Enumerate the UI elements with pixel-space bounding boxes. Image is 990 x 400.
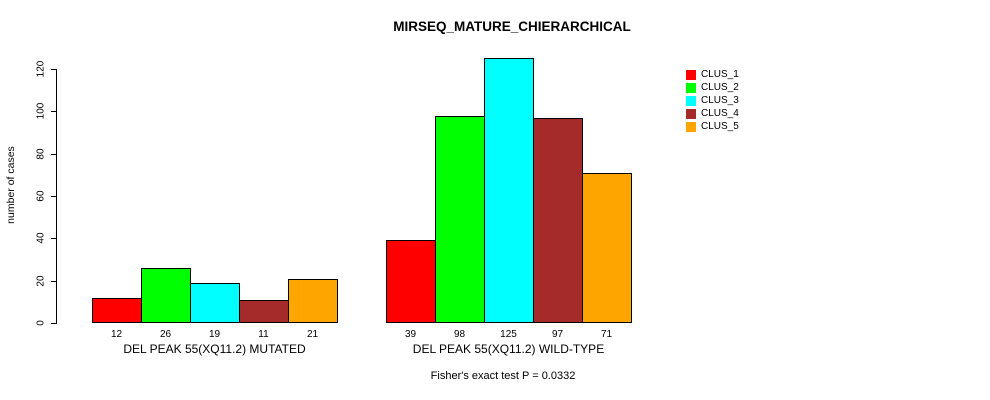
y-tick-label: 20 bbox=[35, 275, 47, 287]
legend-color-swatch bbox=[686, 82, 696, 93]
y-tick-label: 40 bbox=[35, 232, 47, 244]
bar-clus_3-group1 bbox=[190, 283, 240, 323]
bar-clus_1-group2 bbox=[386, 240, 436, 323]
bar-value-label: 11 bbox=[258, 329, 269, 340]
bar-clus_3-group2 bbox=[484, 58, 534, 323]
y-tick-mark bbox=[51, 238, 56, 240]
y-tick-label: 100 bbox=[35, 102, 47, 120]
legend-label: CLUS_1 bbox=[701, 69, 739, 80]
category-label-group2: DEL PEAK 55(XQ11.2) WILD-TYPE bbox=[412, 342, 605, 356]
y-tick-label: 80 bbox=[35, 148, 47, 160]
bar-value-label: 12 bbox=[110, 329, 123, 340]
bar-clus_2-group2 bbox=[435, 116, 485, 323]
bar-clus_4-group2 bbox=[533, 118, 583, 323]
bar-clus_5-group1 bbox=[288, 279, 338, 323]
bar-value-label: 21 bbox=[306, 329, 319, 340]
bar-clus_4-group1 bbox=[239, 300, 289, 323]
legend-color-swatch bbox=[686, 69, 696, 80]
y-axis-line bbox=[56, 69, 57, 324]
legend-color-swatch bbox=[686, 95, 696, 106]
bar-value-label: 26 bbox=[159, 329, 172, 340]
legend-entry-clus_1: CLUS_1 bbox=[686, 68, 739, 81]
y-tick-mark bbox=[51, 111, 56, 113]
y-tick-mark bbox=[51, 323, 56, 324]
legend-entry-clus_4: CLUS_4 bbox=[686, 107, 739, 120]
bar-value-label: 98 bbox=[453, 329, 466, 340]
bar-value-label: 125 bbox=[500, 329, 517, 340]
bar-clus_2-group1 bbox=[141, 268, 191, 323]
legend-label: CLUS_2 bbox=[701, 82, 739, 93]
bar-value-label: 97 bbox=[551, 329, 564, 340]
bar-clus_5-group2 bbox=[582, 173, 632, 323]
fisher-test-annotation: Fisher's exact test P = 0.0332 bbox=[430, 370, 576, 382]
y-tick-label: 120 bbox=[35, 60, 47, 78]
y-tick-mark bbox=[51, 153, 56, 155]
legend: CLUS_1 CLUS_2 CLUS_3 CLUS_4 CLUS_5 bbox=[686, 68, 739, 133]
legend-label: CLUS_3 bbox=[701, 95, 739, 106]
bar-value-label: 39 bbox=[404, 329, 417, 340]
y-tick-mark bbox=[51, 280, 56, 282]
y-tick-label: 60 bbox=[35, 190, 47, 202]
y-tick-mark bbox=[51, 69, 56, 70]
category-label-group1: DEL PEAK 55(XQ11.2) MUTATED bbox=[123, 342, 306, 356]
bar-value-label: 71 bbox=[600, 329, 613, 340]
legend-entry-clus_2: CLUS_2 bbox=[686, 81, 739, 94]
y-tick-label: 0 bbox=[35, 320, 47, 326]
chart-title: MIRSEQ_MATURE_CHIERARCHICAL bbox=[393, 19, 631, 34]
bar-clus_1-group1 bbox=[92, 298, 142, 323]
legend-color-swatch bbox=[686, 108, 696, 119]
legend-label: CLUS_4 bbox=[701, 108, 739, 119]
y-axis-label: number of cases bbox=[5, 146, 17, 224]
legend-entry-clus_5: CLUS_5 bbox=[686, 120, 739, 133]
legend-label: CLUS_5 bbox=[701, 121, 739, 132]
legend-entry-clus_3: CLUS_3 bbox=[686, 94, 739, 107]
legend-color-swatch bbox=[686, 121, 696, 132]
bar-value-label: 19 bbox=[208, 329, 221, 340]
y-tick-mark bbox=[51, 196, 56, 197]
